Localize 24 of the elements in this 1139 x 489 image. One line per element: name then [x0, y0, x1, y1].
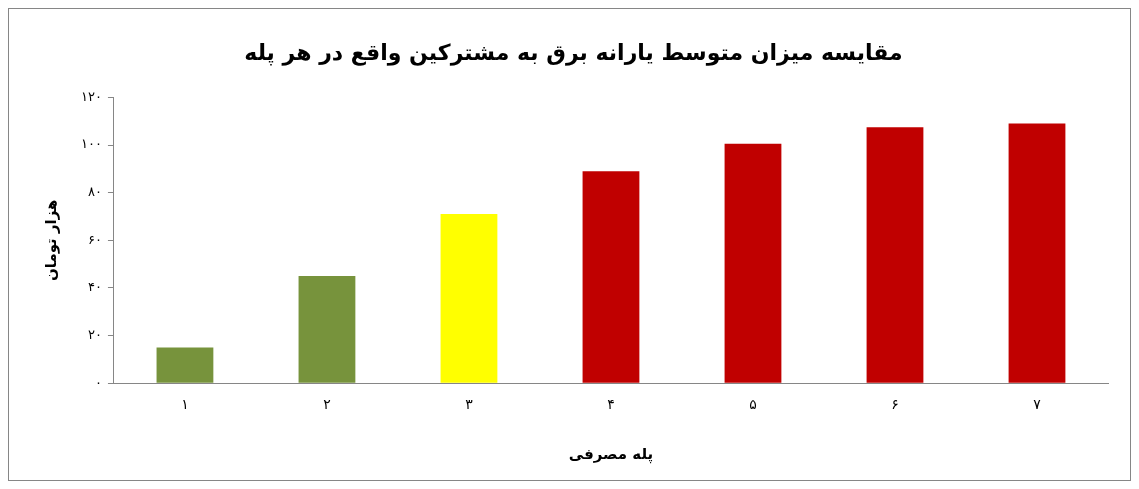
bar — [582, 171, 640, 383]
y-tick-label: ۸۰ — [87, 184, 102, 200]
x-tick-label: ۴ — [607, 396, 615, 413]
y-tick-label: ۶۰ — [87, 231, 102, 247]
chart-title: مقایسه میزان متوسط یارانه برق به مشترکین واقع در هر پله — [244, 39, 903, 66]
y-axis-title: هزار تومان — [41, 199, 60, 282]
y-tick-label: ۲۰ — [87, 326, 102, 342]
x-tick-label: ۶ — [891, 396, 899, 413]
x-tick-label: ۲ — [323, 396, 331, 413]
x-tick-label: ۱ — [181, 396, 189, 413]
y-tick-label: ۱۲۰ — [80, 88, 102, 104]
x-axis-title: پله مصرفی — [568, 444, 654, 464]
x-tick-label: ۳ — [465, 396, 474, 413]
bar — [298, 276, 356, 383]
bar — [866, 127, 924, 383]
bar — [724, 143, 782, 383]
bar — [1008, 123, 1066, 383]
y-tick-label: ۰ — [94, 374, 102, 390]
x-tick-label: ۷ — [1033, 396, 1042, 413]
bar — [156, 347, 214, 383]
bar — [440, 214, 498, 383]
y-tick-label: ۱۰۰ — [80, 136, 102, 152]
y-tick-label: ۴۰ — [87, 279, 102, 295]
x-tick-label: ۵ — [749, 396, 757, 413]
